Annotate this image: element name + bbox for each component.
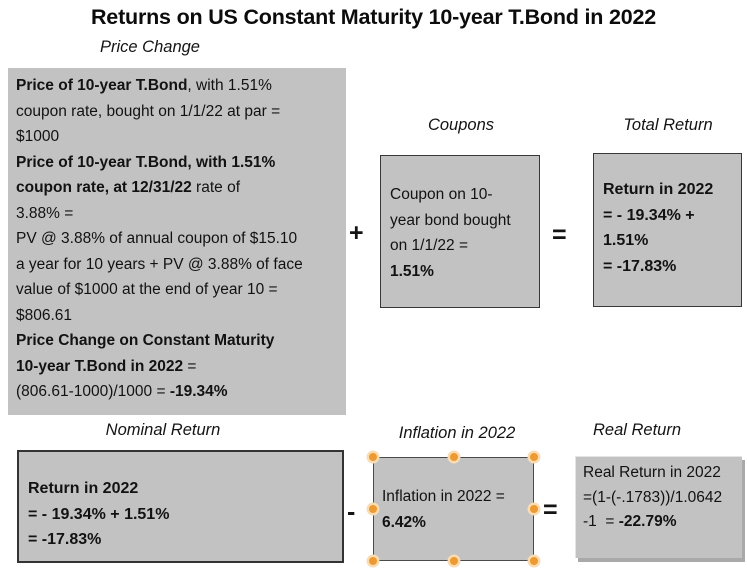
minus-operator: - xyxy=(347,498,356,526)
text-line: = - 19.34% + 1.51% xyxy=(28,505,170,523)
text-line: Real Return in 2022 xyxy=(583,464,721,481)
text-line: -1 = -22.79% xyxy=(583,513,677,530)
text-line: value of $1000 at the end of year 10 = xyxy=(16,281,278,298)
equals-operator-bottom: = xyxy=(543,496,558,524)
text-line: Price of 10-year T.Bond, with 1.51% xyxy=(16,153,276,171)
price-change-box[interactable]: Price of 10-year T.Bond, with 1.51% coupo… xyxy=(8,68,346,415)
label-real-return: Real Return xyxy=(592,421,682,439)
text-line: Price of 10-year T.Bond, with 1.51% xyxy=(16,77,272,94)
text-line: Return in 2022 xyxy=(28,480,139,497)
total-return-box[interactable]: Return in 2022 = - 19.34% + 1.51% = -17.83% xyxy=(593,153,742,307)
text-line: = -17.83% xyxy=(603,257,677,275)
text-line: 10-year T.Bond in 2022 = xyxy=(16,357,197,375)
text-line: a year for 10 years + PV @ 3.88% of face xyxy=(16,255,303,273)
text-line: = - 19.34% + xyxy=(603,206,695,224)
text-line: on 1/1/22 = xyxy=(390,237,468,254)
text-line: = -17.83% xyxy=(28,531,102,548)
text-line: Inflation in 2022 = xyxy=(382,488,505,505)
text-line: $806.61 xyxy=(16,306,73,324)
text-line: =(1-(-.1783))/1.0642 xyxy=(583,488,723,506)
nominal-return-box[interactable]: Return in 2022 = - 19.34% + 1.51% = -17.83… xyxy=(17,450,344,563)
text-line: 1.51% xyxy=(603,232,649,249)
real-return-box[interactable]: Real Return in 2022 =(1-(-.1783))/1.0642 -… xyxy=(575,456,742,558)
text-line: coupon rate, at 12/31/22 rate of xyxy=(16,179,240,196)
text-line: Price Change on Constant Maturity xyxy=(16,332,275,349)
label-coupons: Coupons xyxy=(427,116,495,134)
text-line: coupon rate, bought on 1/1/22 at par = xyxy=(16,102,281,120)
text-line: Return in 2022 xyxy=(603,181,714,198)
text-line: 6.42% xyxy=(382,513,426,531)
label-total-return: Total Return xyxy=(623,116,713,134)
text-line: 3.88% = xyxy=(16,204,74,222)
label-nominal-return: Nominal Return xyxy=(105,421,221,439)
coupons-box[interactable]: Coupon on 10- year bond bought on 1/1/22 =… xyxy=(380,155,540,308)
equals-operator-top: = xyxy=(552,221,567,249)
text-line: $1000 xyxy=(16,128,60,145)
label-price-change: Price Change xyxy=(100,38,200,56)
inflation-box[interactable]: Inflation in 2022 = 6.42% xyxy=(373,457,534,561)
text-line: PV @ 3.88% of annual coupon of $15.10 xyxy=(16,230,298,247)
text-line: (806.61-1000)/1000 = -19.34% xyxy=(16,383,228,400)
page-title: Returns on US Constant Maturity 10-year … xyxy=(90,5,657,29)
label-inflation: Inflation in 2022 xyxy=(398,424,516,442)
plus-operator: + xyxy=(349,219,364,247)
text-line: 1.51% xyxy=(390,262,434,280)
text-line: year bond bought xyxy=(390,211,511,229)
text-line: Coupon on 10- xyxy=(390,186,493,203)
